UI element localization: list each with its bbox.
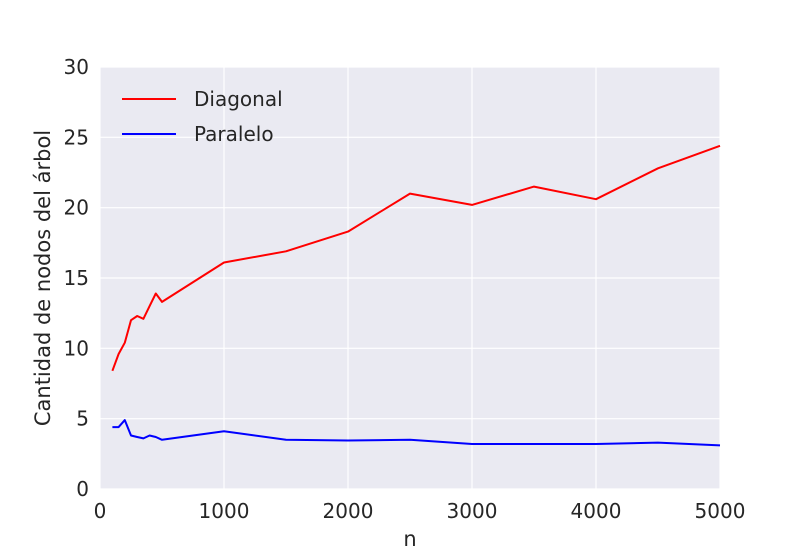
y-tick-label: 5 bbox=[76, 407, 89, 431]
y-tick-label: 30 bbox=[64, 55, 89, 79]
x-tick-label: 0 bbox=[94, 499, 107, 523]
x-tick-label: 3000 bbox=[447, 499, 498, 523]
series-line-paralelo bbox=[112, 419, 721, 447]
grid-lines bbox=[99, 66, 721, 490]
x-tick-label: 5000 bbox=[695, 499, 746, 523]
x-tick-label: 1000 bbox=[199, 499, 250, 523]
x-tick-label: 2000 bbox=[323, 499, 374, 523]
y-axis-label: Cantidad de nodos del árbol bbox=[31, 130, 55, 426]
legend-label-paralelo: Paralelo bbox=[194, 122, 274, 146]
legend-label-diagonal: Diagonal bbox=[194, 87, 283, 111]
y-axis-ticks: 0 5 10 15 20 25 30 bbox=[64, 55, 89, 501]
legend: Diagonal Paralelo bbox=[122, 87, 283, 146]
series-line-diagonal bbox=[111, 144, 721, 372]
y-tick-label: 0 bbox=[76, 477, 89, 501]
y-tick-label: 20 bbox=[64, 196, 89, 220]
x-tick-label: 4000 bbox=[571, 499, 622, 523]
y-tick-label: 15 bbox=[64, 266, 89, 290]
x-axis-ticks: 0 1000 2000 3000 4000 5000 bbox=[94, 499, 746, 523]
x-axis-label: n bbox=[403, 527, 416, 550]
y-tick-label: 25 bbox=[64, 125, 89, 149]
y-tick-label: 10 bbox=[64, 336, 89, 360]
series-layer bbox=[111, 144, 721, 447]
